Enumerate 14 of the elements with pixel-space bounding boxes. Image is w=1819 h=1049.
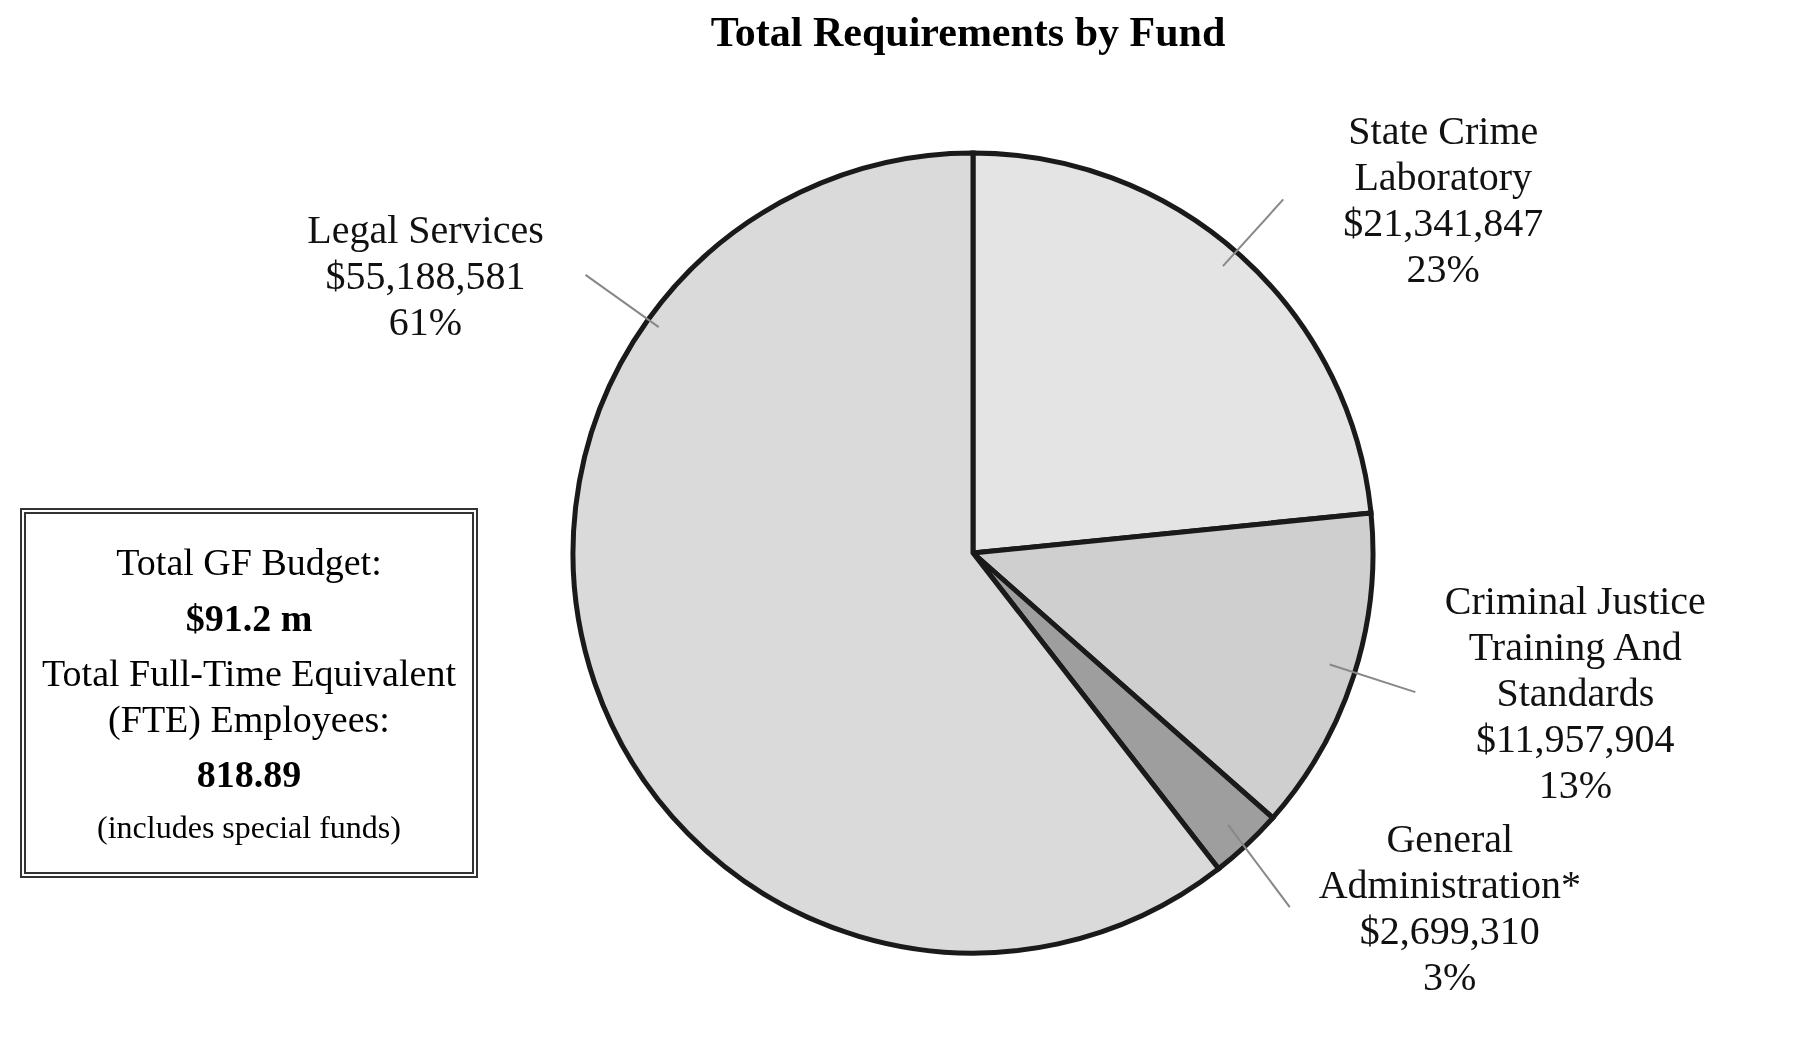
text: Total GF Budget:	[115, 540, 383, 585]
text: $91.2 m	[184, 595, 314, 641]
slice-label: Legal Services	[307, 206, 544, 252]
data-label: $11,957,904 13%	[1476, 715, 1675, 807]
slice-label: State Crime Laboratory	[1348, 108, 1539, 200]
data-label: $2,699,310 3%	[1359, 907, 1540, 999]
slice-label: Criminal Justice Training And Standards	[1444, 577, 1706, 715]
text: Total Full-Time Equivalent (FTE) Employees:	[41, 651, 457, 742]
chart-title: Total Requirements by Fund	[709, 8, 1227, 56]
data-label: $55,188,581 61%	[325, 252, 526, 344]
text: 818.89	[195, 752, 303, 798]
text: (includes special funds)	[96, 807, 402, 847]
slice-label: General Administration*	[1318, 815, 1581, 907]
data-label: $21,341,847 23%	[1343, 200, 1544, 292]
